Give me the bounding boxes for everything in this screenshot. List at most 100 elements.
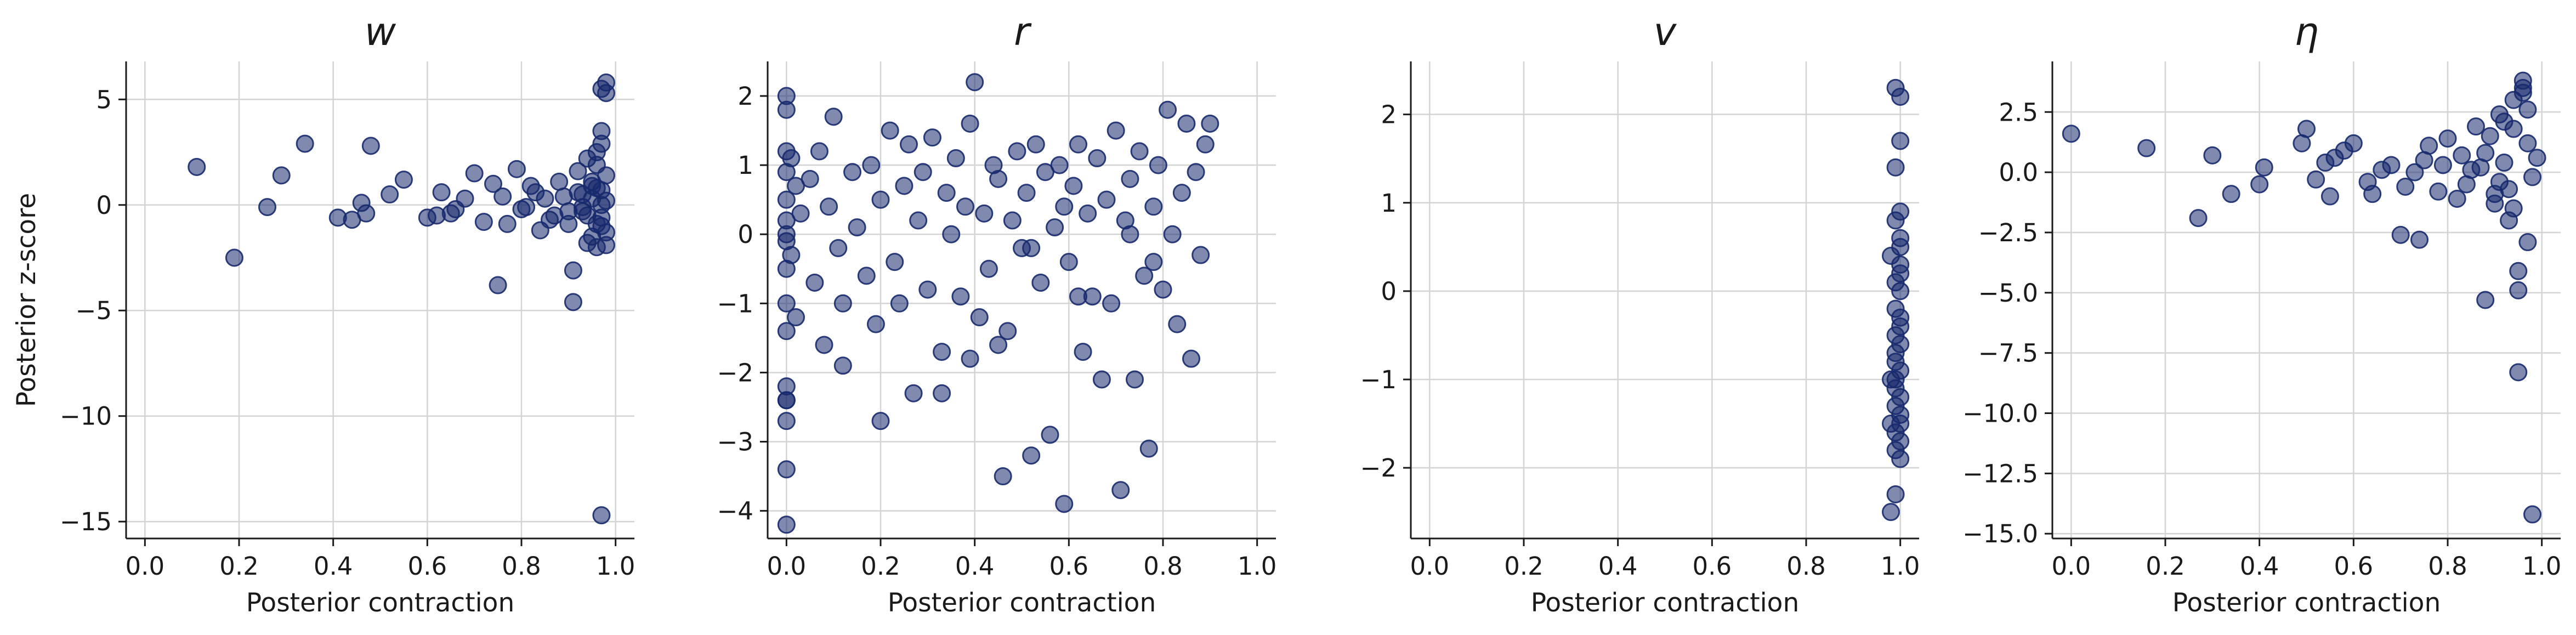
data-point bbox=[1187, 163, 1205, 182]
data-point bbox=[489, 276, 507, 294]
data-point bbox=[1163, 225, 1182, 243]
x-tick-label: 0.8 bbox=[2428, 552, 2467, 581]
data-point bbox=[296, 134, 314, 153]
data-point bbox=[1026, 135, 1045, 154]
data-point bbox=[942, 225, 961, 243]
data-point bbox=[1886, 158, 1905, 177]
data-point bbox=[517, 198, 536, 217]
data-point bbox=[777, 412, 796, 430]
data-point bbox=[592, 506, 611, 525]
data-point bbox=[1177, 114, 1196, 133]
x-tick-label: 0.6 bbox=[408, 552, 447, 581]
data-point bbox=[2137, 139, 2156, 157]
y-tick-label: −12.5 bbox=[1962, 459, 2038, 488]
data-point bbox=[913, 163, 932, 182]
x-tick-label: 0.8 bbox=[1786, 552, 1826, 581]
data-point bbox=[1092, 370, 1111, 389]
data-point bbox=[1196, 135, 1215, 154]
data-point bbox=[258, 198, 276, 217]
data-point bbox=[564, 261, 582, 280]
data-point bbox=[2509, 363, 2528, 382]
data-point bbox=[833, 356, 852, 375]
data-point bbox=[1017, 184, 1036, 202]
x-tick-label: 0.4 bbox=[2240, 552, 2279, 581]
data-point bbox=[357, 204, 376, 223]
data-point bbox=[1191, 246, 1210, 264]
y-tick-label: 0.0 bbox=[1999, 158, 2038, 187]
data-point bbox=[820, 197, 838, 216]
data-point bbox=[2528, 149, 2546, 167]
y-tick-label: 5 bbox=[96, 85, 112, 114]
data-point bbox=[866, 315, 885, 333]
data-point bbox=[2518, 134, 2537, 152]
data-point bbox=[1891, 450, 1910, 468]
y-tick-label: −2.5 bbox=[1978, 218, 2038, 247]
data-point bbox=[787, 308, 805, 327]
data-point bbox=[824, 107, 843, 126]
data-point bbox=[578, 206, 597, 225]
x-tick-label: 0.4 bbox=[1598, 552, 1638, 581]
x-axis-label: Posterior contraction bbox=[888, 588, 1156, 618]
data-point bbox=[777, 515, 796, 534]
data-point bbox=[777, 460, 796, 479]
data-point bbox=[559, 202, 578, 220]
data-point bbox=[550, 172, 569, 191]
data-point bbox=[1886, 370, 1905, 389]
data-point bbox=[541, 211, 559, 229]
data-point bbox=[1139, 439, 1158, 458]
data-point bbox=[777, 391, 796, 410]
y-tick-label: −15 bbox=[60, 507, 112, 536]
data-point bbox=[564, 293, 582, 311]
data-point bbox=[1159, 100, 1177, 119]
data-point bbox=[966, 73, 984, 92]
data-point bbox=[597, 236, 615, 254]
data-point bbox=[592, 181, 611, 200]
data-point bbox=[1036, 163, 1054, 182]
data-point bbox=[2203, 146, 2222, 165]
data-point bbox=[2509, 281, 2528, 299]
data-point bbox=[2495, 112, 2513, 131]
data-point bbox=[886, 253, 904, 271]
data-point bbox=[2189, 209, 2208, 228]
data-point bbox=[1886, 344, 1905, 362]
panel-2: 0.0 0.2 0.4 0.6 0.8 1.0 2 1 0 −1 −2 −3 −4 Posterior c… bbox=[717, 9, 1277, 618]
data-point bbox=[1069, 287, 1087, 306]
y-tick-label: 2 bbox=[1381, 100, 1397, 129]
data-point bbox=[791, 204, 810, 223]
data-point bbox=[394, 171, 413, 189]
y-tick-label: −1 bbox=[717, 289, 753, 318]
data-point bbox=[805, 273, 824, 292]
data-point bbox=[1891, 132, 1910, 150]
data-point bbox=[2433, 156, 2452, 174]
data-point bbox=[1891, 264, 1910, 283]
data-point bbox=[2490, 173, 2509, 191]
data-point bbox=[777, 190, 796, 209]
data-point bbox=[1891, 87, 1910, 106]
y-tick-label: −2 bbox=[717, 358, 753, 387]
panel-3: 0.0 0.2 0.4 0.6 0.8 1.0 2 1 0 −1 −2 Posterior contr… bbox=[1360, 9, 1920, 618]
data-point bbox=[1031, 273, 1050, 292]
data-point bbox=[2504, 199, 2523, 218]
data-point bbox=[871, 190, 890, 209]
data-point bbox=[554, 187, 573, 206]
data-point bbox=[951, 287, 970, 306]
data-point bbox=[2509, 262, 2528, 280]
data-point bbox=[225, 248, 243, 267]
data-point bbox=[946, 149, 965, 168]
y-tick-label: 1 bbox=[1381, 189, 1397, 218]
data-point bbox=[1126, 370, 1144, 389]
data-point bbox=[2255, 158, 2273, 177]
data-point bbox=[833, 294, 852, 313]
data-point bbox=[1046, 218, 1064, 237]
data-point bbox=[1059, 253, 1078, 271]
data-point bbox=[890, 294, 909, 313]
data-point bbox=[1886, 211, 1905, 230]
data-point bbox=[961, 349, 979, 368]
data-point bbox=[2391, 225, 2410, 244]
data-point bbox=[587, 156, 606, 174]
y-axis-label: Posterior z-score bbox=[12, 193, 42, 407]
x-tick-label: 0.0 bbox=[2052, 552, 2091, 581]
data-point bbox=[2405, 163, 2424, 182]
data-point bbox=[777, 100, 796, 119]
data-point bbox=[2410, 230, 2429, 249]
